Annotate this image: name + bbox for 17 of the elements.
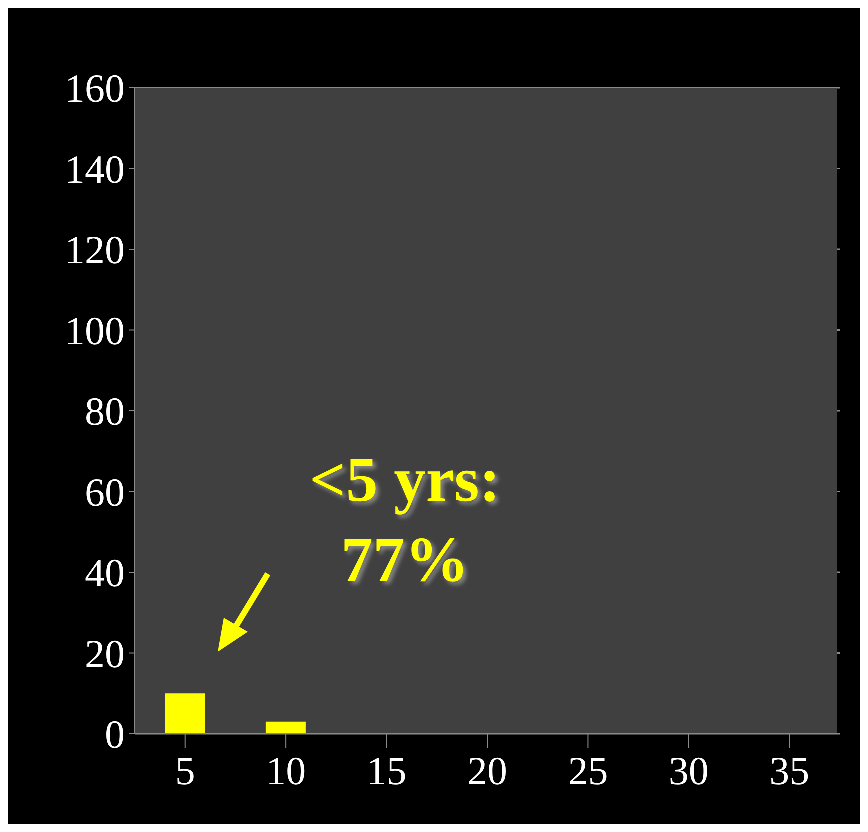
x-tick-label: 30: [668, 748, 709, 794]
x-tick-label: 15: [366, 748, 407, 794]
annotation: <5 yrs: 77%: [308, 442, 502, 597]
y-tick-label: 20: [85, 631, 125, 676]
y-tick-label: 160: [65, 66, 125, 112]
y-tick-label: 120: [65, 228, 125, 273]
x-tick-label: 25: [568, 748, 608, 794]
x-tick-label: 5: [175, 748, 196, 794]
y-tick-label: 60: [85, 470, 125, 515]
y-tick-label: 100: [65, 308, 125, 354]
y-tick-label: 80: [85, 389, 125, 434]
y-tick-label: 0: [105, 712, 125, 758]
y-tick-label: 40: [85, 550, 125, 596]
x-tick-label: 10: [266, 748, 306, 794]
x-tick-label: 35: [770, 748, 810, 794]
x-tick-label: 20: [468, 748, 508, 794]
y-tick-label: 140: [65, 146, 125, 192]
